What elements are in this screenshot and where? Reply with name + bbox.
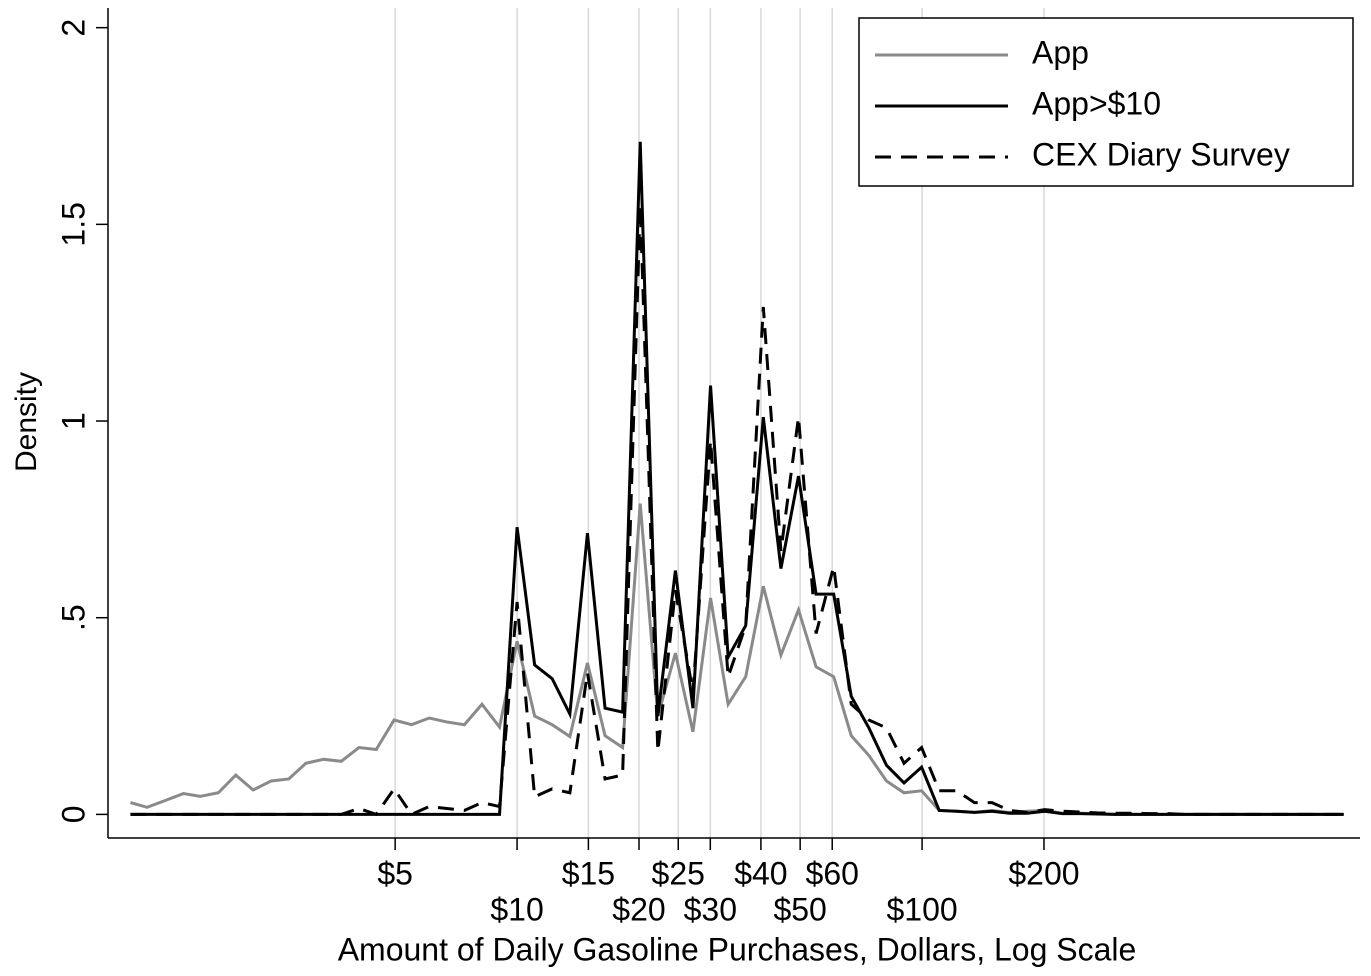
legend-label: App [1032, 34, 1089, 70]
y-tick-label: .5 [55, 604, 91, 631]
x-tick-label: $25 [652, 855, 705, 891]
x-tick-label: $5 [377, 855, 413, 891]
x-tick-label: $10 [490, 891, 543, 927]
x-tick-label: $30 [684, 891, 737, 927]
x-tick-label: $60 [806, 855, 859, 891]
x-tick-label: $15 [562, 855, 615, 891]
legend-label: App>$10 [1032, 85, 1161, 121]
series-line [130, 204, 1344, 817]
y-tick-label: 1.5 [55, 202, 91, 246]
x-tick-label: $50 [773, 891, 826, 927]
x-axis-label: Amount of Daily Gasoline Purchases, Doll… [338, 931, 1137, 967]
y-tick-label: 2 [55, 19, 91, 37]
x-tick-label: $100 [886, 891, 957, 927]
x-tick-label: $20 [612, 891, 665, 927]
series-line [130, 141, 1344, 816]
series-line [130, 503, 1344, 816]
y-axis-label: Density [10, 372, 43, 472]
legend: App App>$10 CEX Diary Survey [858, 17, 1354, 187]
x-tick-label: $40 [734, 855, 787, 891]
legend-label: CEX Diary Survey [1032, 136, 1290, 172]
x-tick-label: $200 [1008, 855, 1079, 891]
y-tick-label: 0 [55, 805, 91, 823]
y-tick-label: 1 [55, 412, 91, 430]
